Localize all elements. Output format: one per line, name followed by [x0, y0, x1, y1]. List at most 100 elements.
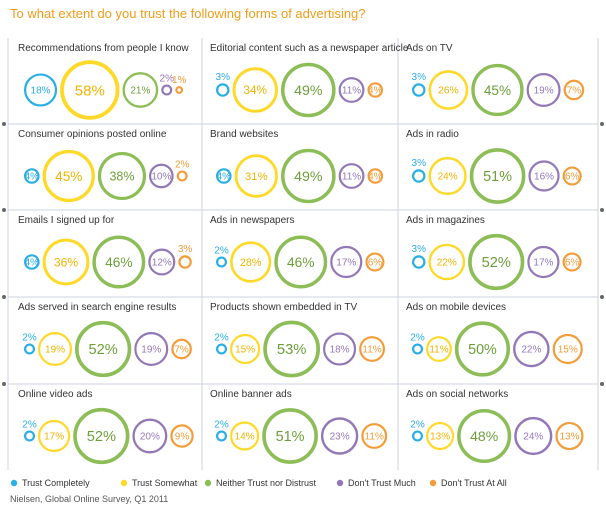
bubble-ads-on-social-networks-neither: [457, 408, 512, 464]
value-label-products-shown-embedded-in-tv-dont-trust-much: 18%: [330, 345, 350, 356]
panel-title-ads-in-magazines: Ads in magazines: [406, 215, 485, 226]
bubble-ads-served-in-search-engine-results-neither: [75, 320, 132, 378]
bubble-ads-in-radio-dont-trust-at-all: [562, 166, 582, 186]
value-label-online-banner-ads-dont-trust-much: 23%: [330, 432, 350, 443]
value-label-consumer-opinions-posted-online-neither: 38%: [109, 169, 134, 183]
bubble-online-video-ads-dont-trust-much: [132, 418, 168, 454]
bubble-ads-served-in-search-engine-results-dont-trust-much: [134, 332, 169, 366]
divider-dot-left-2: [2, 208, 6, 212]
value-label-products-shown-embedded-in-tv-trust-somewhat: 15%: [235, 345, 255, 356]
value-label-ads-served-in-search-engine-results-neither: 52%: [89, 342, 118, 358]
bubble-ads-in-newspapers-trust-completely: [215, 256, 228, 268]
value-label-ads-on-tv-trust-somewhat: 26%: [438, 86, 459, 97]
bubble-online-banner-ads-dont-trust-at-all: [361, 423, 388, 449]
value-label-brand-websites-trust-completely: 4%: [217, 172, 232, 183]
value-label-ads-on-social-networks-trust-completely: 2%: [410, 419, 425, 430]
value-label-ads-on-mobile-devices-neither: 50%: [468, 342, 497, 358]
bubble-consumer-opinions-posted-online-neither: [97, 151, 147, 201]
value-label-consumer-opinions-posted-online-trust-somewhat: 45%: [55, 169, 82, 184]
divider-dot-left-1: [2, 122, 6, 126]
value-label-ads-in-magazines-trust-completely: 3%: [412, 244, 427, 255]
bubble-recommendations-from-people-i-know-dont-trust-at-all: [175, 86, 184, 94]
value-label-editorial-content-such-as-a-newspaper-article-neither: 49%: [294, 83, 323, 99]
value-label-ads-on-social-networks-dont-trust-at-all: 13%: [559, 432, 579, 443]
value-label-emails-i-signed-up-for-dont-trust-at-all: 3%: [178, 244, 193, 255]
bubble-emails-i-signed-up-for-neither: [92, 235, 146, 289]
divider-dot-right-1: [600, 122, 604, 126]
bubble-consumer-opinions-posted-online-dont-trust-much: [149, 163, 174, 189]
value-label-online-video-ads-trust-somewhat: 17%: [44, 432, 64, 443]
value-label-ads-served-in-search-engine-results-trust-somewhat: 19%: [45, 345, 65, 356]
value-label-ads-in-radio-neither: 51%: [483, 169, 512, 185]
bubble-online-video-ads-neither: [73, 407, 130, 465]
bubble-ads-in-magazines-trust-somewhat: [428, 243, 466, 281]
value-label-consumer-opinions-posted-online-dont-trust-much: 10%: [151, 172, 171, 183]
bubble-brand-websites-neither: [281, 148, 336, 204]
bubble-ads-on-social-networks-trust-somewhat: [426, 421, 455, 451]
bubble-ads-in-newspapers-neither: [274, 235, 328, 289]
bubble-ads-on-tv-dont-trust-much: [526, 73, 561, 107]
bubble-ads-in-newspapers-dont-trust-much: [330, 245, 363, 279]
panel-title-ads-served-in-search-engine-results: Ads served in search engine results: [18, 302, 176, 313]
value-label-consumer-opinions-posted-online-dont-trust-at-all: 2%: [175, 159, 190, 170]
value-label-online-banner-ads-trust-somewhat: 14%: [235, 432, 255, 443]
value-label-products-shown-embedded-in-tv-trust-completely: 2%: [214, 332, 229, 343]
divider-dot-right-3: [600, 295, 604, 299]
value-label-consumer-opinions-posted-online-trust-completely: 4%: [25, 172, 40, 183]
divider-dot-left-4: [2, 382, 6, 386]
value-label-ads-in-radio-trust-somewhat: 24%: [438, 172, 458, 183]
value-label-editorial-content-such-as-a-newspaper-article-trust-completely: 3%: [216, 72, 231, 83]
bubble-brand-websites-trust-completely: [216, 168, 232, 184]
legend-label-dont-trust-at-all: Don't Trust At All: [441, 478, 507, 488]
bubble-ads-on-social-networks-dont-trust-much: [514, 416, 553, 456]
value-label-ads-in-radio-dont-trust-at-all: 6%: [565, 172, 580, 183]
bubble-ads-served-in-search-engine-results-trust-completely: [23, 343, 36, 355]
value-label-ads-served-in-search-engine-results-dont-trust-at-all: 7%: [174, 345, 189, 356]
bubble-ads-in-radio-neither: [469, 148, 526, 204]
bubble-editorial-content-such-as-a-newspaper-article-dont-trust-at-all: [367, 82, 384, 98]
bubble-online-video-ads-trust-completely: [23, 430, 36, 442]
bubble-ads-on-mobile-devices-trust-completely: [412, 343, 424, 355]
bubble-brand-websites-dont-trust-at-all: [367, 168, 384, 184]
legend-label-trust-completely: Trust Completely: [22, 478, 90, 488]
bubble-ads-on-social-networks-dont-trust-at-all: [555, 421, 584, 451]
bubble-recommendations-from-people-i-know-trust-completely: [24, 73, 58, 107]
bubble-online-banner-ads-dont-trust-much: [320, 417, 359, 455]
value-label-ads-in-magazines-trust-somewhat: 22%: [437, 258, 457, 269]
bubble-online-banner-ads-neither: [262, 408, 318, 464]
value-label-ads-on-mobile-devices-trust-completely: 2%: [410, 332, 425, 343]
bubble-ads-in-radio-dont-trust-much: [528, 160, 560, 192]
bubble-brand-websites-trust-somewhat: [234, 154, 279, 198]
value-label-ads-in-newspapers-neither: 46%: [287, 255, 315, 270]
value-label-recommendations-from-people-i-know-trust-completely: 18%: [31, 86, 51, 97]
panel-title-ads-on-social-networks: Ads on social networks: [406, 389, 508, 400]
value-label-editorial-content-such-as-a-newspaper-article-dont-trust-at-all: 4%: [368, 86, 383, 97]
divider-dot-left-3: [2, 295, 6, 299]
bubble-editorial-content-such-as-a-newspaper-article-trust-completely: [216, 83, 230, 97]
value-label-recommendations-from-people-i-know-trust-somewhat: 58%: [75, 82, 105, 99]
legend-marker-dont-trust-at-all: [429, 479, 437, 487]
legend-label-trust-somewhat: Trust Somewhat: [132, 478, 198, 488]
value-label-ads-on-mobile-devices-dont-trust-at-all: 15%: [558, 345, 578, 356]
legend-label-neither: Neither Trust nor Distrust: [216, 478, 317, 488]
value-label-ads-in-newspapers-trust-somewhat: 28%: [240, 257, 262, 269]
bubble-products-shown-embedded-in-tv-dont-trust-much: [323, 332, 357, 366]
panel-title-recommendations-from-people-i-know: Recommendations from people I know: [18, 43, 189, 54]
value-label-editorial-content-such-as-a-newspaper-article-dont-trust-much: 11%: [342, 86, 361, 97]
value-label-recommendations-from-people-i-know-neither: 21%: [130, 86, 150, 97]
divider-dot-right-4: [600, 382, 604, 386]
panel-title-ads-on-tv: Ads on TV: [406, 43, 453, 54]
value-label-ads-served-in-search-engine-results-dont-trust-much: 19%: [141, 345, 161, 356]
bubble-ads-in-radio-trust-completely: [412, 169, 426, 183]
value-label-ads-served-in-search-engine-results-trust-completely: 2%: [22, 332, 37, 343]
value-label-ads-on-mobile-devices-trust-somewhat: 11%: [429, 345, 448, 356]
value-label-online-banner-ads-neither: 51%: [276, 429, 305, 445]
value-label-ads-in-newspapers-trust-completely: 2%: [214, 245, 229, 256]
value-label-emails-i-signed-up-for-neither: 46%: [105, 255, 133, 270]
value-label-online-video-ads-dont-trust-much: 20%: [140, 432, 160, 443]
value-label-ads-in-radio-trust-completely: 3%: [412, 158, 427, 169]
bubble-brand-websites-dont-trust-much: [338, 163, 365, 189]
value-label-emails-i-signed-up-for-dont-trust-much: 12%: [152, 258, 172, 269]
value-label-ads-on-social-networks-dont-trust-much: 24%: [523, 432, 543, 443]
